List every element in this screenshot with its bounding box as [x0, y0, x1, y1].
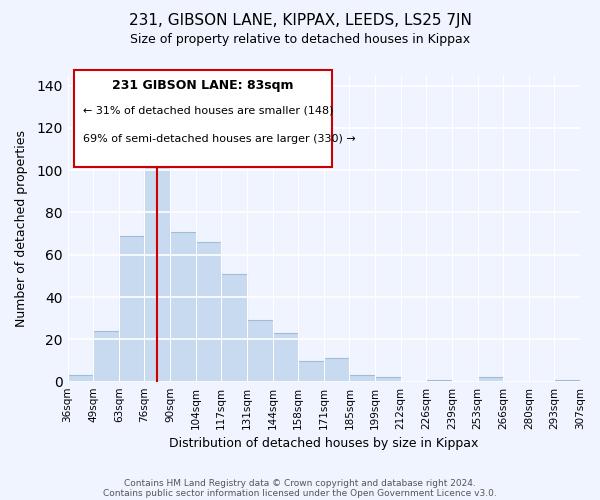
- Bar: [426, 380, 452, 382]
- Bar: [170, 232, 196, 382]
- Text: Size of property relative to detached houses in Kippax: Size of property relative to detached ho…: [130, 32, 470, 46]
- Text: 69% of semi-detached houses are larger (330) →: 69% of semi-detached houses are larger (…: [83, 134, 355, 143]
- Bar: [375, 378, 401, 382]
- Bar: [145, 151, 170, 382]
- Bar: [272, 333, 298, 382]
- Text: ← 31% of detached houses are smaller (148): ← 31% of detached houses are smaller (14…: [83, 106, 333, 116]
- Bar: [298, 360, 324, 382]
- X-axis label: Distribution of detached houses by size in Kippax: Distribution of detached houses by size …: [169, 437, 478, 450]
- Text: Contains public sector information licensed under the Open Government Licence v3: Contains public sector information licen…: [103, 488, 497, 498]
- Bar: [349, 376, 375, 382]
- Text: Contains HM Land Registry data © Crown copyright and database right 2024.: Contains HM Land Registry data © Crown c…: [124, 478, 476, 488]
- Bar: [478, 378, 503, 382]
- Bar: [119, 236, 145, 382]
- Bar: [324, 358, 349, 382]
- Text: 231, GIBSON LANE, KIPPAX, LEEDS, LS25 7JN: 231, GIBSON LANE, KIPPAX, LEEDS, LS25 7J…: [128, 12, 472, 28]
- Bar: [221, 274, 247, 382]
- Bar: [554, 380, 580, 382]
- Bar: [247, 320, 272, 382]
- Y-axis label: Number of detached properties: Number of detached properties: [15, 130, 28, 327]
- Bar: [93, 331, 119, 382]
- Bar: [196, 242, 221, 382]
- Text: 231 GIBSON LANE: 83sqm: 231 GIBSON LANE: 83sqm: [112, 78, 293, 92]
- Bar: [68, 376, 93, 382]
